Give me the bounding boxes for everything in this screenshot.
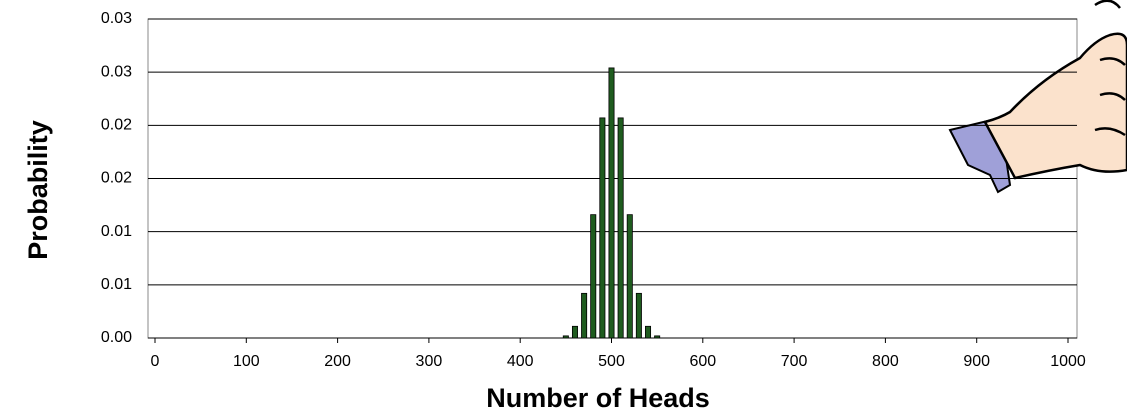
hand-clipart — [950, 1, 1127, 192]
bar — [563, 336, 568, 338]
y-axis-title: Probability — [23, 120, 53, 260]
x-tick-label: 600 — [689, 353, 716, 370]
chart: Number of Heads Probability 0.00 0.01 0.01… — [0, 0, 1127, 418]
x-tick-label: 400 — [507, 353, 534, 370]
bar — [636, 293, 641, 338]
x-tick-label: 300 — [416, 353, 443, 370]
x-tick-label: 100 — [233, 353, 260, 370]
x-tick-label: 700 — [781, 353, 808, 370]
bar — [645, 326, 650, 338]
y-tick-label: 0.03 — [101, 10, 132, 27]
y-tick-label: 0.02 — [101, 117, 132, 134]
bar — [655, 336, 660, 338]
bar — [609, 68, 614, 338]
bar — [627, 215, 632, 338]
bar — [600, 118, 605, 338]
bar — [572, 326, 577, 338]
x-tick-label: 200 — [324, 353, 351, 370]
x-tick-label: 900 — [963, 353, 990, 370]
x-axis-title: Number of Heads — [486, 383, 710, 413]
y-tick-label: 0.03 — [101, 63, 132, 80]
bar — [582, 293, 587, 338]
bar — [591, 215, 596, 338]
y-tick-label: 0.01 — [101, 276, 132, 293]
x-tick-label: 1000 — [1050, 353, 1086, 370]
y-tick-label: 0.01 — [101, 223, 132, 240]
y-tick-label: 0.02 — [101, 170, 132, 187]
bar — [618, 118, 623, 338]
x-tick-label: 500 — [598, 353, 625, 370]
x-tick-label: 0 — [151, 353, 160, 370]
x-tick-label: 800 — [872, 353, 899, 370]
y-tick-label: 0.00 — [101, 329, 132, 346]
